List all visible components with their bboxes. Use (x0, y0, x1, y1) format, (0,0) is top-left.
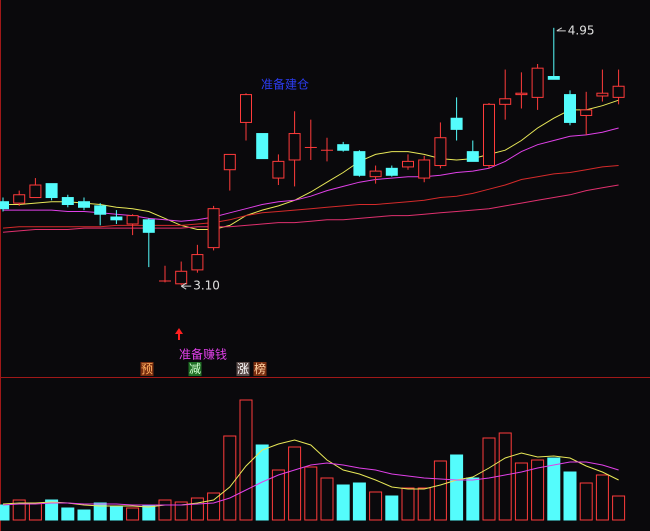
candle-body (61, 197, 74, 205)
volume-bar (320, 477, 334, 521)
volume-bar (401, 487, 415, 521)
volume-bar (28, 502, 42, 521)
badge: 涨 (237, 361, 249, 376)
volume-bar (563, 471, 577, 521)
volume-bar (109, 506, 123, 521)
volume-bar (466, 477, 480, 521)
candle-body (191, 254, 204, 271)
candle-body (402, 160, 414, 168)
candle-body (515, 92, 528, 96)
volume-bar (45, 499, 59, 521)
candle-body (612, 85, 625, 98)
signal-text: 准备建仓 (261, 78, 309, 92)
volume-bar (547, 457, 561, 521)
candle-body (499, 98, 512, 105)
volume-bar (336, 484, 350, 521)
badge-bg (188, 362, 202, 376)
candle-body (175, 270, 188, 285)
candle-body (547, 76, 560, 80)
candle-body (418, 159, 431, 179)
volume-bar (369, 491, 383, 521)
volume-bar (288, 446, 302, 521)
volume-bar (93, 502, 107, 521)
candle-body (29, 184, 42, 199)
candle-body (353, 151, 366, 176)
buy-arrow (175, 328, 183, 340)
low-label: 3.10 (193, 279, 220, 293)
candle-body (142, 219, 155, 233)
candle-body (256, 133, 269, 160)
ma-line (2, 439, 619, 508)
candle-body (207, 208, 220, 249)
volume-bar (595, 474, 609, 521)
candle-body (94, 205, 107, 215)
volume-bar (239, 399, 253, 521)
candle-body (13, 194, 26, 204)
ma-line (2, 184, 619, 233)
candle-body (531, 67, 544, 98)
volume-bar (0, 504, 10, 521)
volume-bar (385, 495, 399, 521)
volume-bar (174, 501, 188, 521)
volume-bar (158, 499, 172, 521)
candle-body (369, 170, 382, 178)
volume-bar (514, 462, 528, 521)
high-pointer (556, 27, 566, 32)
badge: 榜 (254, 361, 266, 376)
candle-body (466, 151, 479, 162)
candle-body (126, 215, 139, 225)
badge-bg (140, 362, 154, 376)
volume-bar (433, 460, 447, 521)
volume-bar (61, 507, 75, 521)
candle-body (45, 183, 58, 199)
volume-bar (77, 509, 91, 521)
candle-body (580, 109, 593, 116)
volume-bar (579, 482, 593, 521)
volume-bar (450, 454, 464, 521)
candle-body (337, 144, 350, 151)
candle-body (450, 117, 463, 130)
ma-line (2, 165, 619, 229)
volume-bar (207, 492, 221, 521)
tip-text: 准备赚钱 (179, 347, 227, 362)
candle-body (596, 92, 609, 97)
volume-bar (304, 466, 318, 521)
volume-bar (271, 469, 285, 521)
badge-bg (236, 362, 250, 376)
badge: 预 (141, 362, 153, 376)
badge: 减 (189, 362, 201, 376)
candle-body (288, 133, 301, 161)
volume-bar (223, 435, 237, 521)
badge-bg (253, 362, 267, 376)
volume-bar (190, 497, 204, 521)
volume-bar (12, 499, 26, 521)
low-pointer (180, 282, 192, 290)
volume-bar (352, 482, 366, 521)
volume-bar (612, 495, 626, 521)
candle-body (272, 160, 285, 179)
volume-bar (498, 432, 512, 521)
candle-body (78, 201, 90, 208)
volume-bar (126, 507, 140, 521)
candle-body (564, 94, 576, 123)
candle-body (0, 201, 9, 210)
volume-bar (417, 487, 431, 521)
ma-line (2, 461, 619, 506)
candle-body (110, 216, 123, 221)
candle-body (240, 94, 252, 123)
candle-body (223, 153, 236, 171)
candle-body (483, 103, 495, 167)
high-label: 4.95 (568, 23, 595, 37)
candle-body (385, 167, 398, 176)
volume-bar (531, 459, 545, 521)
candle-body (434, 137, 447, 167)
